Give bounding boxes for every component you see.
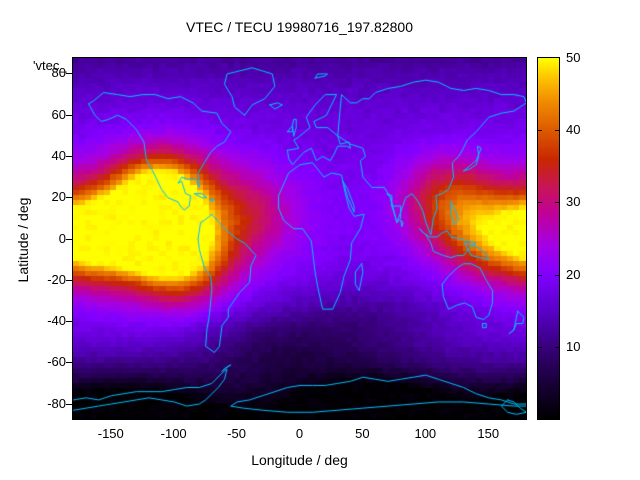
y-tick-mark (66, 280, 72, 281)
y-tick-mark (66, 73, 72, 74)
y-tick-mark (66, 404, 72, 405)
x-axis-tick-labels: -150 -100 -50 0 50 100 150 (0, 427, 640, 447)
y-tick-mark (66, 156, 72, 157)
colorbar-tick-mark (537, 347, 542, 348)
y-tick-label: 0 (58, 230, 66, 246)
colorbar-tick-label: 10 (566, 338, 581, 354)
colorbar: 50 40 30 20 10 (537, 51, 580, 420)
y-tick-mark (66, 115, 72, 116)
colorbar-tick-mark (555, 130, 560, 131)
y-tick-label: 80 (51, 65, 66, 81)
y-tick-mark (66, 239, 72, 240)
x-tick-label: -100 (160, 426, 187, 441)
y-tick-label: -40 (47, 313, 66, 328)
heatmap-plot-area[interactable] (72, 57, 527, 420)
plot-key-label: 'vtec_ (33, 58, 67, 73)
y-tick-label: 60 (51, 106, 66, 122)
y-tick-label: -20 (47, 271, 66, 287)
coastline-overlay (73, 58, 526, 419)
y-tick-mark (66, 362, 72, 363)
x-tick-label: 50 (355, 426, 370, 441)
colorbar-gradient (538, 58, 559, 419)
colorbar-tick-label: 30 (566, 194, 581, 210)
y-tick-label: 20 (51, 189, 66, 205)
x-tick-label: 100 (414, 426, 437, 441)
x-tick-label: 0 (295, 426, 304, 441)
colorbar-tick-mark (537, 275, 542, 276)
y-tick-label: -60 (47, 354, 66, 370)
y-tick-label: -80 (47, 395, 66, 411)
colorbar-tick-label: 40 (566, 122, 581, 138)
y-tick-mark (66, 197, 72, 198)
x-tick-label: -50 (227, 426, 246, 441)
y-tick-label: 40 (51, 147, 66, 163)
x-axis-title: Longitude / deg (251, 452, 348, 468)
colorbar-tick-label: 50 (566, 50, 581, 65)
colorbar-tick-mark (555, 275, 560, 276)
colorbar-frame (537, 57, 560, 420)
y-axis-title: Latitude / deg (15, 197, 31, 283)
x-tick-label: 150 (477, 426, 500, 441)
colorbar-tick-mark (537, 202, 542, 203)
colorbar-tick-mark (555, 202, 560, 203)
x-tick-label: -150 (97, 426, 124, 441)
page-title: VTEC / TECU 19980716_197.82800 (185, 19, 413, 35)
y-tick-mark (66, 321, 72, 322)
colorbar-tick-mark (555, 347, 560, 348)
colorbar-tick-label: 20 (566, 266, 581, 282)
y-axis-tick-labels: 80 60 40 20 0 -20 -40 -60 -80 (0, 0, 66, 480)
colorbar-tick-mark (537, 130, 542, 131)
